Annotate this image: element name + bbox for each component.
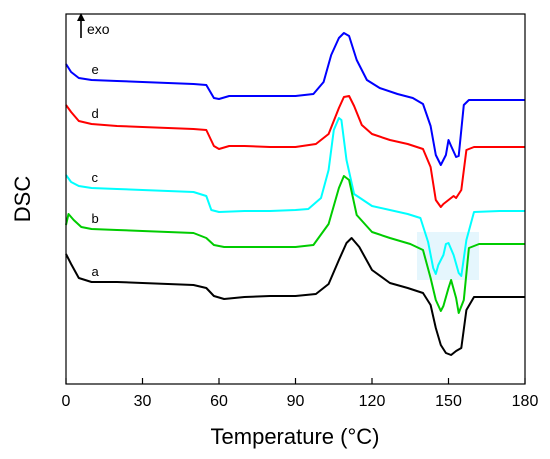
x-tick-label: 120 [359,393,386,410]
series-layer [65,32,525,356]
x-tick-label: 180 [512,393,539,410]
exo-arrow-icon [77,13,85,38]
x-tick-label: 30 [134,393,152,410]
y-axis-title: DSC [10,176,35,223]
exo-annotation: exo [87,21,110,37]
x-tick-label: 0 [62,393,71,410]
x-tick-label: 60 [210,393,228,410]
x-tick-label: 150 [435,393,462,410]
series-label-d: d [92,106,99,121]
series-label-c: c [92,170,99,185]
series-line-b [65,175,525,314]
series-label-layer: e d c b a [92,62,100,279]
series-label-a: a [92,264,100,279]
series-line-a [65,237,525,356]
series-label-b: b [92,211,99,226]
series-label-e: e [92,62,99,77]
series-line-e [65,32,525,166]
x-axis-title: Temperature (°C) [211,424,380,449]
x-tick-layer: 0 30 60 90 120 150 180 [62,378,539,410]
x-tick-label: 90 [287,393,305,410]
series-line-c [65,117,525,277]
series-line-d [65,95,525,208]
plot-frame [65,13,526,385]
